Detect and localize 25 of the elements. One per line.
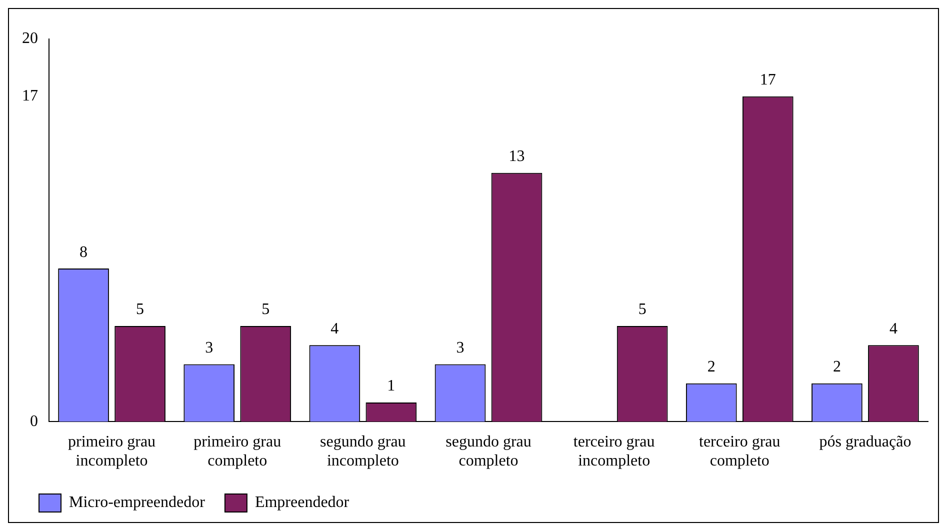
data-label: 5 [136, 301, 144, 318]
x-tick-label: primeiro grau incompleto [68, 433, 156, 470]
data-label: 5 [638, 301, 646, 318]
x-tick-label: segundo grau incompleto [320, 433, 406, 470]
data-label: 2 [832, 358, 841, 376]
data-label: 5 [262, 301, 270, 318]
data-label: 3 [205, 339, 214, 356]
data-label: 4 [330, 320, 339, 338]
x-tick-label: primeiro grau completo [194, 433, 282, 470]
y-tick-label: 17 [22, 88, 38, 105]
data-label: 8 [80, 244, 88, 261]
x-tick-label: terceiro grau incompleto [573, 433, 655, 470]
data-label: 1 [387, 378, 396, 395]
legend-label: Micro-empreendedor [69, 494, 206, 512]
data-label: 2 [707, 358, 716, 376]
legend-label: Empreendedor [254, 494, 350, 512]
x-tick-label: pós graduação [819, 433, 912, 450]
y-tick-label: 0 [30, 412, 38, 430]
data-label: 13 [508, 148, 525, 166]
x-tick-label: terceiro grau completo [699, 433, 780, 470]
data-label: 17 [760, 72, 776, 89]
x-tick-label: segundo grau completo [446, 433, 532, 470]
data-label: 4 [889, 320, 898, 338]
data-label: 3 [456, 339, 464, 356]
y-tick-label: 20 [22, 30, 38, 48]
